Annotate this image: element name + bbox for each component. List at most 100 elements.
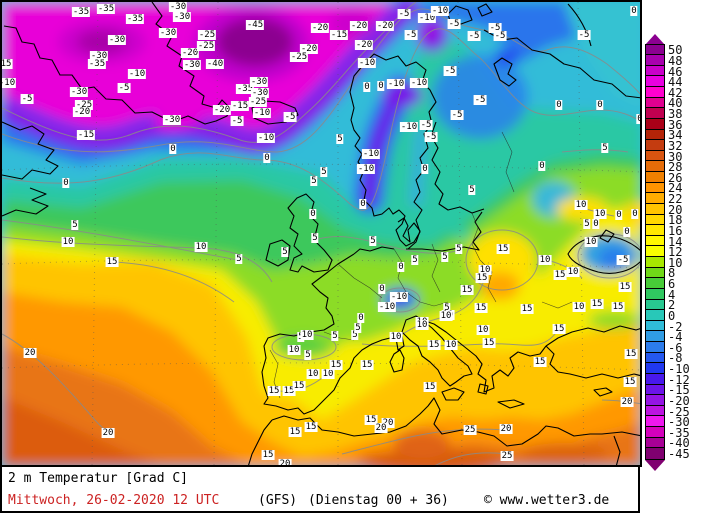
- temperature-label: -15: [230, 101, 250, 111]
- temperature-label: 10: [444, 340, 458, 350]
- temperature-label: 20: [23, 348, 37, 358]
- colorbar-value: -8: [668, 351, 683, 366]
- temperature-label: -30: [249, 77, 269, 87]
- temperature-label: -10: [252, 108, 272, 118]
- temperature-label: 20: [381, 418, 395, 428]
- temperature-label: 15: [482, 338, 496, 348]
- temperature-label: -20: [349, 21, 369, 31]
- temperature-colorbar: 50 48 46 44 42 40 38 36 34 32 30 28 26 24 22 20 18 16 14 12…: [645, 43, 690, 460]
- temperature-label: -10: [256, 133, 276, 143]
- temperature-label: 0: [615, 210, 623, 220]
- temperature-label: -30: [182, 60, 202, 70]
- temperature-label: -5: [283, 112, 297, 122]
- temperature-label: -5: [488, 23, 502, 33]
- temperature-label: -20: [299, 44, 319, 54]
- temperature-label: -10: [430, 6, 450, 16]
- temperature-label: 15: [427, 340, 441, 350]
- temperature-label: -45: [245, 20, 265, 30]
- colorbar-value: 4: [668, 287, 676, 302]
- colorbar-value: -12: [668, 372, 690, 387]
- temperature-label: 5: [311, 233, 319, 243]
- temperature-label: -25: [289, 52, 309, 62]
- colorbar-value: 46: [668, 64, 683, 79]
- colorbar-arrow-up-icon: [645, 34, 665, 45]
- temperature-label: -5: [397, 9, 411, 19]
- temperature-label: 15: [292, 381, 306, 391]
- temperature-label: -35: [125, 14, 145, 24]
- colorbar-value: 28: [668, 160, 683, 175]
- temperature-label: 15: [590, 299, 604, 309]
- temperature-label: 0: [538, 161, 546, 171]
- colorbar-value: -35: [668, 425, 690, 440]
- colorbar-value: -25: [668, 404, 690, 419]
- temperature-label: 15: [304, 422, 318, 432]
- colorbar-value: 8: [668, 266, 676, 281]
- temperature-label: 15: [105, 257, 119, 267]
- colorbar-step: -30: [645, 415, 690, 430]
- model-name: (GFS): [258, 493, 298, 508]
- temperature-label: 15: [423, 382, 437, 392]
- temperature-label: 5: [441, 252, 449, 262]
- temperature-label: -20: [375, 21, 395, 31]
- colorbar-value: 12: [668, 245, 683, 260]
- colorbar-step: -8: [645, 351, 690, 366]
- temperature-label: 5: [601, 143, 609, 153]
- colorbar-step: 10: [645, 256, 690, 269]
- colorbar-step: -45: [645, 447, 690, 460]
- colorbar-value: 22: [668, 192, 683, 207]
- temperature-label: -5: [424, 132, 438, 142]
- temperature-label: 15: [624, 349, 638, 359]
- temperature-label: -20: [310, 23, 330, 33]
- colorbar-step: -20: [645, 394, 690, 407]
- colorbar-swatch: [645, 447, 665, 460]
- colorbar-value: 30: [668, 149, 683, 164]
- temperature-label: 10: [566, 267, 580, 277]
- temperature-label: 20: [278, 459, 292, 467]
- temperature-label: 25: [463, 425, 477, 435]
- temperature-label: 5: [411, 255, 419, 265]
- temperature-label: 0: [397, 262, 405, 272]
- colorbar-value: -40: [668, 436, 690, 451]
- temperature-label: -5: [419, 120, 433, 130]
- colorbar-value: 36: [668, 117, 683, 132]
- colorbar-value: 18: [668, 213, 683, 228]
- temperature-label: -5: [450, 110, 464, 120]
- temperature-label: 10: [574, 200, 588, 210]
- colorbar-step: -6: [645, 341, 690, 354]
- colorbar-value: 40: [668, 96, 683, 111]
- colorbar-value: 6: [668, 277, 676, 292]
- temperature-label: -15: [329, 30, 349, 40]
- temperature-label: -30: [168, 2, 188, 12]
- colorbar-step: 24: [645, 181, 690, 196]
- temperature-label: 15: [261, 450, 275, 460]
- temperature-label: 15: [282, 386, 296, 396]
- temperature-label: 5: [71, 220, 79, 230]
- model-run: (Dienstag 00 + 36): [308, 493, 449, 508]
- colorbar-step: 38: [645, 107, 690, 120]
- temperature-label: 0: [357, 313, 365, 323]
- colorbar-step: 30: [645, 149, 690, 164]
- temperature-label: 20: [374, 423, 388, 433]
- temperature-label: 0: [263, 153, 271, 163]
- temperature-label: -25: [248, 97, 268, 107]
- temperature-label: 5: [354, 323, 362, 333]
- colorbar-value: 50: [668, 43, 683, 58]
- temperature-label: 0: [623, 227, 631, 237]
- temperature-label: 5: [455, 244, 463, 254]
- temperature-label: 10: [300, 330, 314, 340]
- colorbar-value: -30: [668, 415, 690, 430]
- temperature-label: 0: [421, 164, 429, 174]
- temperature-label: 15: [552, 324, 566, 334]
- temperature-label: 10: [593, 209, 607, 219]
- temperature-label: 15: [496, 244, 510, 254]
- temperature-label: 10: [389, 332, 403, 342]
- colorbar-value: 24: [668, 181, 683, 196]
- colorbar-step: 40: [645, 96, 690, 111]
- temperature-label: -30: [107, 35, 127, 45]
- colorbar-value: 14: [668, 234, 683, 249]
- colorbar-step: 44: [645, 75, 690, 88]
- colorbar-value: -15: [668, 383, 690, 398]
- temperature-label: -30: [162, 115, 182, 125]
- temperature-label: -25: [196, 41, 216, 51]
- map-title: 2 m Temperatur [Grad C]: [8, 471, 189, 486]
